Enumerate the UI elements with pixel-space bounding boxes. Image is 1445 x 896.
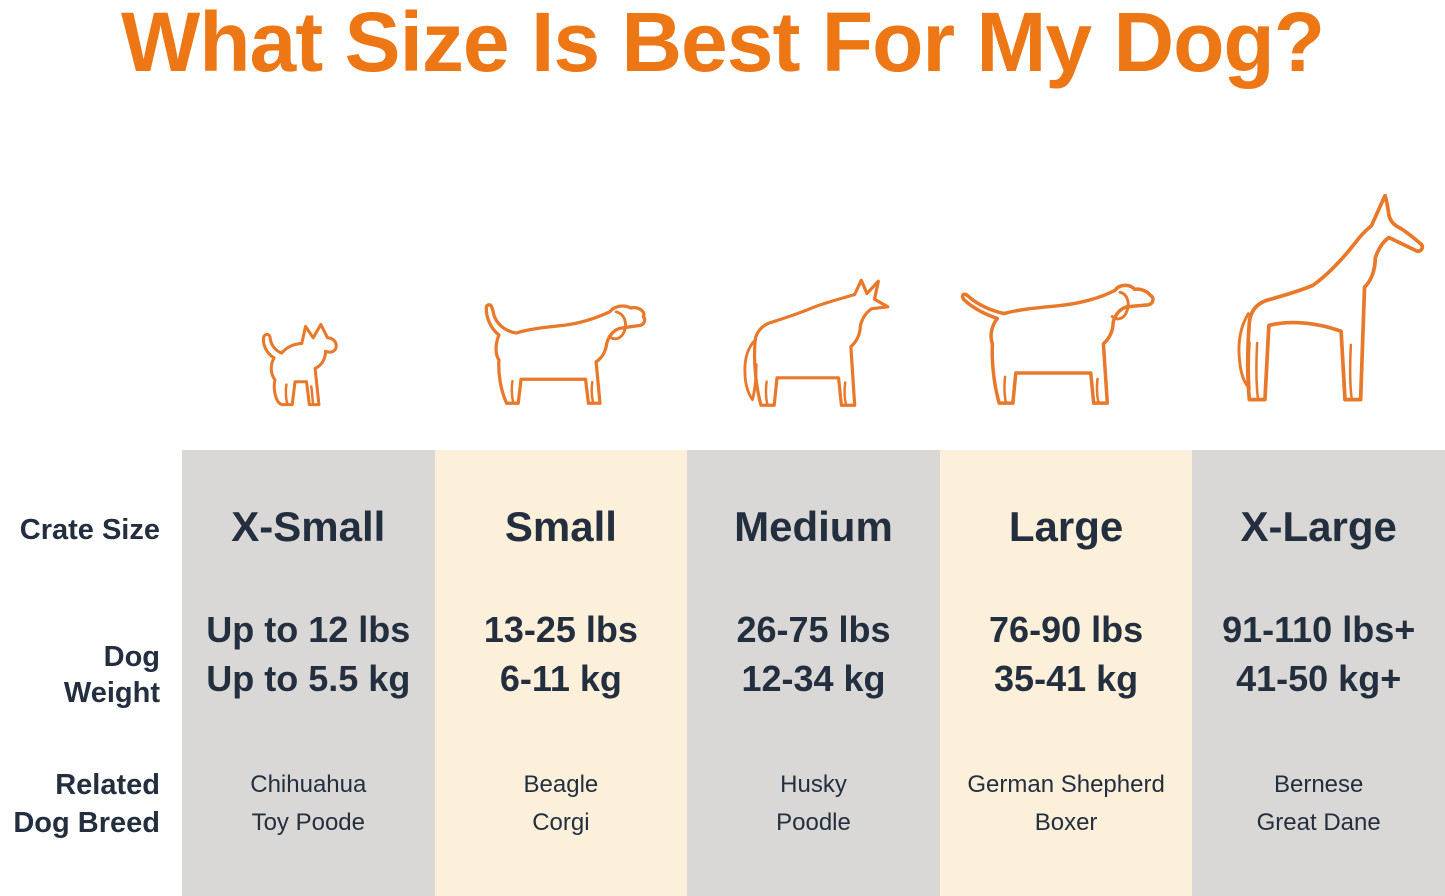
breed-1: Chihuahua bbox=[250, 771, 367, 798]
breed-1: German Shepherd bbox=[967, 771, 1165, 798]
breed-2: Corgi bbox=[532, 809, 590, 836]
related-breeds: Husky Poodle bbox=[687, 766, 940, 842]
row-label-related-line2: Dog Breed bbox=[13, 807, 160, 839]
breed-1: Bernese bbox=[1273, 771, 1364, 798]
crate-size-value: Large bbox=[1008, 503, 1124, 550]
row-label-related-line1: Related bbox=[55, 769, 160, 801]
row-label-related-dog-breed: Related Dog Breed bbox=[0, 766, 160, 842]
breed-1: Husky bbox=[780, 771, 847, 798]
weight-kg: Up to 5.5 kg bbox=[206, 658, 411, 699]
weight-lbs: 76-90 lbs bbox=[989, 609, 1144, 650]
page-title: What Size Is Best For My Dog? bbox=[120, 0, 1325, 89]
size-table: X-Small Up to 12 lbs Up to 5.5 kg Chihua… bbox=[182, 450, 1445, 896]
dog-weight-value: 91-110 lbs+ 41-50 kg+ bbox=[1192, 605, 1445, 703]
breed-2: Poodle bbox=[776, 809, 851, 836]
dog-weight-value: 13-25 lbs 6-11 kg bbox=[435, 605, 688, 703]
crate-size-value: X-Large bbox=[1240, 503, 1397, 550]
column-medium: Medium 26-75 lbs 12-34 kg Husky Poodle bbox=[687, 450, 940, 896]
breed-2: Boxer bbox=[1034, 809, 1098, 836]
related-breeds: Bernese Great Dane bbox=[1192, 766, 1445, 842]
column-small: Small 13-25 lbs 6-11 kg Beagle Corgi bbox=[434, 450, 688, 896]
dog-weight-value: 76-90 lbs 35-41 kg bbox=[940, 605, 1193, 703]
column-x-small: X-Small Up to 12 lbs Up to 5.5 kg Chihua… bbox=[182, 450, 435, 896]
weight-lbs: 26-75 lbs bbox=[736, 609, 891, 650]
crate-size-value: X-Small bbox=[231, 503, 386, 550]
dog-weight-value: Up to 12 lbs Up to 5.5 kg bbox=[182, 605, 435, 703]
related-breeds: Chihuahua Toy Poode bbox=[182, 766, 435, 842]
breed-2: Great Dane bbox=[1256, 809, 1381, 836]
row-label-dog-weight: Dog Weight bbox=[63, 641, 160, 709]
column-x-large: X-Large 91-110 lbs+ 41-50 kg+ Bernese Gr… bbox=[1192, 450, 1445, 896]
weight-lbs: 13-25 lbs bbox=[483, 609, 638, 650]
weight-lbs: Up to 12 lbs bbox=[206, 609, 411, 650]
crate-size-value: Small bbox=[504, 503, 617, 550]
husky-icon bbox=[722, 268, 904, 410]
breed-2: Toy Poode bbox=[251, 809, 365, 836]
related-breeds: German Shepherd Boxer bbox=[940, 766, 1193, 842]
breed-1: Beagle bbox=[523, 771, 599, 798]
beagle-icon bbox=[471, 283, 651, 410]
weight-kg: 12-34 kg bbox=[741, 658, 886, 699]
great-dane-icon bbox=[1222, 194, 1427, 408]
row-label-crate-size: Crate Size bbox=[19, 514, 160, 546]
crate-size-value: Medium bbox=[734, 503, 893, 550]
weight-kg: 35-41 kg bbox=[994, 658, 1139, 699]
chihuahua-icon bbox=[254, 300, 359, 410]
dog-weight-value: 26-75 lbs 12-34 kg bbox=[687, 605, 940, 703]
related-breeds: Beagle Corgi bbox=[435, 766, 688, 842]
german-shepherd-icon bbox=[948, 262, 1178, 410]
weight-kg: 6-11 kg bbox=[499, 658, 622, 699]
column-large: Large 76-90 lbs 35-41 kg German Shepherd… bbox=[939, 450, 1193, 896]
weight-lbs: 91-110 lbs+ bbox=[1222, 609, 1416, 650]
weight-kg: 41-50 kg+ bbox=[1236, 658, 1402, 699]
